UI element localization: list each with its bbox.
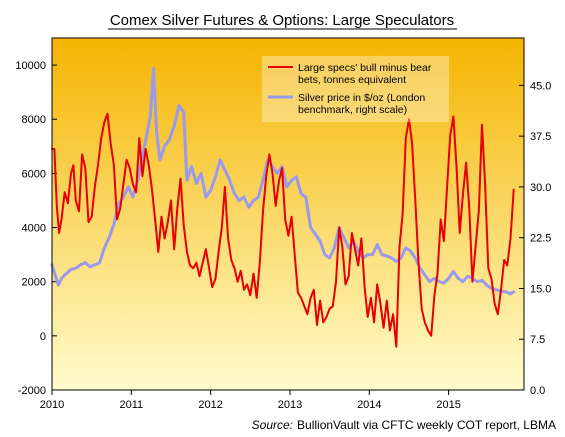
source-text: BullionVault via CFTC weekly COT report,… xyxy=(297,418,556,432)
right-tick-label: 37.5 xyxy=(530,131,551,143)
legend-box xyxy=(262,56,449,122)
x-tick-label: 2010 xyxy=(40,399,64,411)
plot-frame xyxy=(51,37,525,391)
source-note: Source: BullionVault via CFTC weekly COT … xyxy=(252,418,556,432)
right-tick-label: 45.0 xyxy=(530,80,551,92)
x-tick-label: 2015 xyxy=(436,399,460,411)
left-tick-label: 6000 xyxy=(22,168,46,180)
legend-label-specs-line-2: bets, tonnes equivalent xyxy=(298,74,406,86)
left-tick-label: 8000 xyxy=(22,114,46,126)
right-tick-label: 22.5 xyxy=(530,233,551,245)
right-tick-label: 15.0 xyxy=(530,283,551,295)
left-tick-label: 2000 xyxy=(22,277,46,289)
right-tick-label: 30.0 xyxy=(530,182,551,194)
chart-title: Comex Silver Futures & Options: Large Sp… xyxy=(110,12,454,29)
left-tick-label: 0 xyxy=(40,331,46,343)
legend-label-silver-line-2: benchmark, right scale) xyxy=(298,104,407,116)
left-axis: -2000 0 2000 4000 6000 8000 10000 xyxy=(15,60,57,397)
source-label: Source: xyxy=(252,418,293,432)
left-tick-label: -2000 xyxy=(18,385,46,397)
left-tick-label: 4000 xyxy=(22,223,46,235)
right-axis: 0.0 7.5 15.0 22.5 30.0 37.5 45.0 xyxy=(519,80,551,397)
x-tick-label: 2011 xyxy=(119,399,143,411)
series-line-large-specs xyxy=(51,112,515,348)
right-tick-label: 7.5 xyxy=(530,334,545,346)
legend: Large specs' bull minus bear bets, tonne… xyxy=(262,56,449,122)
legend-label-specs-line-1: Large specs' bull minus bear xyxy=(298,62,432,74)
left-tick-label: 10000 xyxy=(15,60,46,72)
right-tick-label: 0.0 xyxy=(530,385,545,397)
x-tick-label: 2012 xyxy=(198,399,222,411)
x-tick-label: 2014 xyxy=(357,399,381,411)
x-tick-label: 2013 xyxy=(278,399,302,411)
legend-label-silver-line-1: Silver price in $/oz (London xyxy=(298,92,425,104)
x-axis: 2010 2011 2012 2013 2014 2015 xyxy=(40,390,461,411)
